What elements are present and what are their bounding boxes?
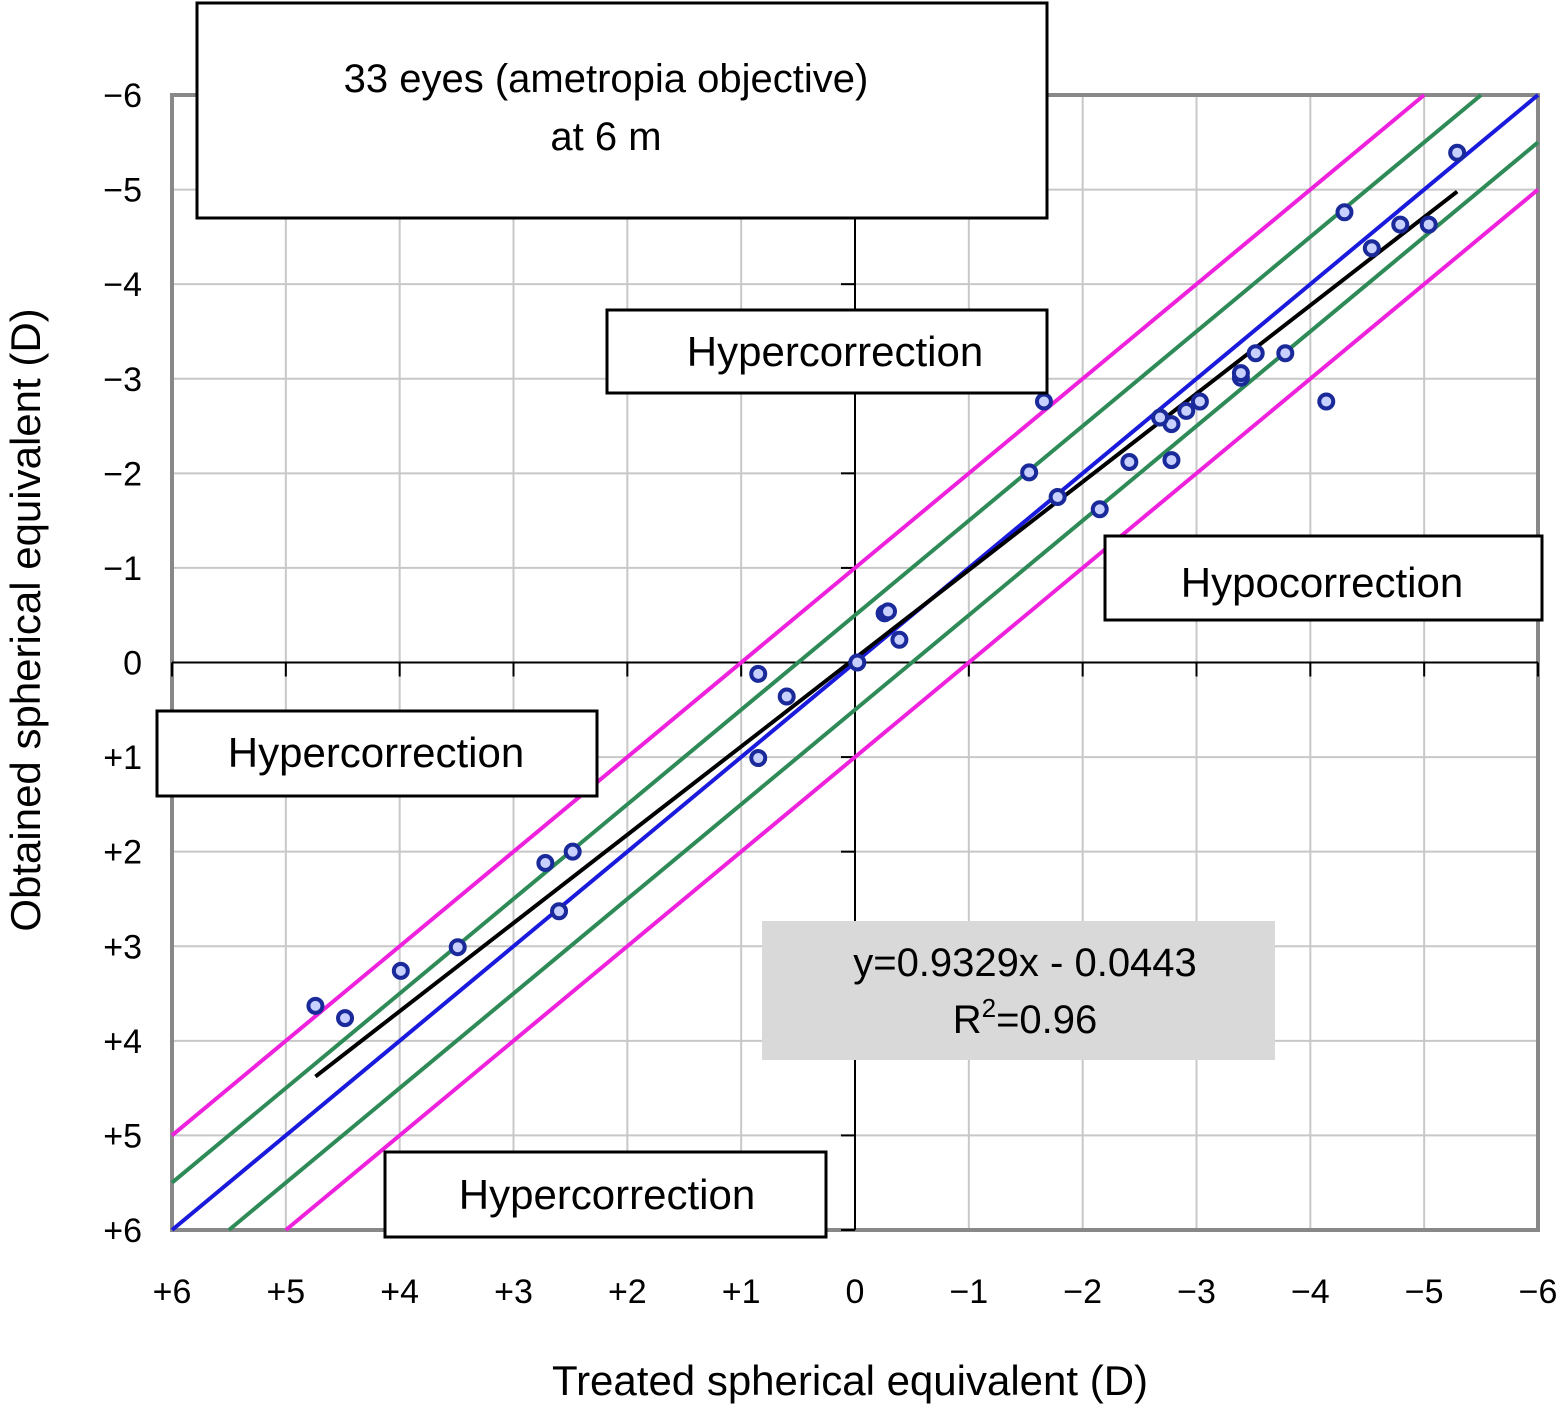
x-tick-label: +4 [380, 1273, 419, 1311]
reference-line-plus-1 [284, 188, 1540, 1232]
hypercorrection-top-box: Hypercorrection [605, 308, 1049, 395]
data-point [1120, 452, 1139, 471]
x-tick-label: −5 [1405, 1273, 1444, 1311]
data-point [1246, 344, 1265, 363]
data-point [1048, 487, 1067, 506]
hypercorrection-left-box: Hypercorrection [155, 709, 599, 798]
data-point [848, 653, 867, 672]
r-squared: R2=0.96 [953, 993, 1098, 1042]
data-point [391, 961, 410, 980]
data-point [336, 1009, 355, 1028]
regression-line-group [314, 189, 1459, 1079]
data-point [448, 938, 467, 957]
data-point [1151, 408, 1170, 427]
y-tick-label: +6 [103, 1212, 142, 1250]
data-point [1162, 451, 1181, 470]
data-point [749, 664, 768, 683]
x-tick-label: +3 [494, 1273, 533, 1311]
data-point [306, 996, 325, 1015]
hypercorrection-top-label: Hypercorrection [687, 328, 983, 375]
data-point [1177, 401, 1196, 420]
reference-line-plus-0.5 [227, 140, 1540, 1232]
y-tick-label: −3 [103, 361, 142, 399]
hypocorrection-box: Hypocorrection [1103, 534, 1544, 622]
x-axis-title: Treated spherical equivalent (D) [552, 1357, 1148, 1404]
r2-value: =0.96 [996, 998, 1097, 1042]
data-point [890, 630, 909, 649]
y-tick-labels: −6 −5 −4 −3 −2 −1 0 +1 +2 +3 +4 +5 +6 [103, 77, 142, 1250]
chart-title: 33 eyes (ametropia objective) [344, 57, 869, 101]
y-tick-label: −1 [103, 550, 142, 588]
x-tick-label: +1 [722, 1273, 761, 1311]
data-point [1317, 392, 1336, 411]
data-point [1448, 143, 1467, 162]
data-point [1020, 463, 1039, 482]
y-tick-label: +4 [103, 1023, 142, 1061]
hypercorrection-left-label: Hypercorrection [228, 729, 524, 776]
hypercorrection-bottom-box: Hypercorrection [383, 1150, 828, 1239]
y-tick-label: −5 [103, 172, 142, 210]
y-tick-label: +5 [103, 1117, 142, 1155]
data-point [1090, 500, 1109, 519]
x-tick-label: 0 [846, 1273, 865, 1311]
y-tick-label: +3 [103, 928, 142, 966]
reference-line-minus-0.5 [170, 93, 1483, 1185]
data-point [1190, 392, 1209, 411]
r2-superscript: 2 [982, 993, 996, 1023]
x-tick-label: +6 [153, 1273, 192, 1311]
data-point [550, 902, 569, 921]
y-tick-label: +1 [103, 739, 142, 777]
data-point [777, 687, 796, 706]
hypocorrection-label: Hypocorrection [1181, 559, 1463, 606]
reference-line-minus-1 [170, 93, 1426, 1137]
x-tick-label: −4 [1291, 1273, 1330, 1311]
chart-subtitle: at 6 m [550, 115, 661, 159]
hypercorrection-bottom-label: Hypercorrection [459, 1171, 755, 1218]
x-tick-label: −3 [1177, 1273, 1216, 1311]
data-point [1391, 215, 1410, 234]
data-point [1335, 203, 1354, 222]
data-point [1276, 344, 1295, 363]
data-point [749, 749, 768, 768]
y-tick-label: −4 [103, 266, 142, 304]
y-tick-label: −6 [103, 77, 142, 115]
data-point [879, 602, 898, 621]
data-point [1034, 392, 1053, 411]
data-point [1231, 364, 1250, 383]
y-tick-label: +2 [103, 834, 142, 872]
title-box: 33 eyes (ametropia objective) at 6 m [195, 1, 1049, 220]
data-point [536, 854, 555, 873]
data-point [563, 842, 582, 861]
data-point [1419, 215, 1438, 234]
data-point [1362, 239, 1381, 258]
reference-lines [170, 93, 1540, 1232]
equation-box: y=0.9329x - 0.0443 R2=0.96 [762, 921, 1275, 1060]
y-tick-label: −2 [103, 455, 142, 493]
y-tick-label: 0 [123, 645, 142, 683]
x-tick-label: +5 [266, 1273, 305, 1311]
y-axis-title: Obtained spherical equivalent (D) [2, 308, 49, 931]
regression-equation: y=0.9329x - 0.0443 [853, 941, 1197, 985]
regression-line [314, 189, 1459, 1079]
data-points [306, 143, 1467, 1028]
r2-prefix: R [953, 998, 982, 1042]
x-tick-label: −2 [1063, 1273, 1102, 1311]
x-tick-labels: +6 +5 +4 +3 +2 +1 0 −1 −2 −3 −4 −5 −6 [153, 1273, 1557, 1311]
x-tick-label: −1 [949, 1273, 988, 1311]
x-tick-label: +2 [608, 1273, 647, 1311]
x-tick-label: −6 [1519, 1273, 1557, 1311]
